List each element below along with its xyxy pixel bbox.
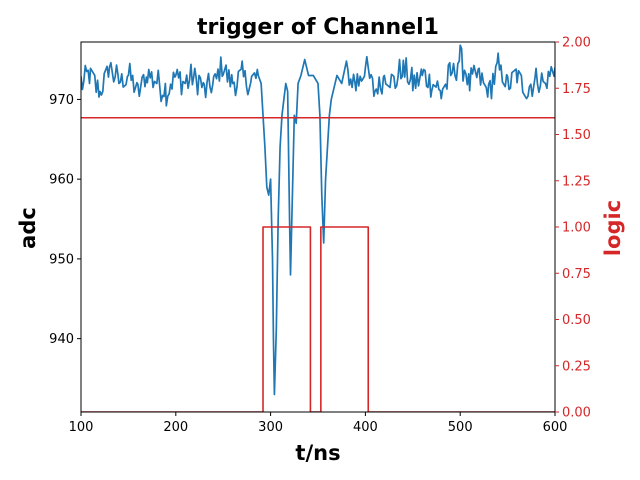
y-left-tick-label: 940: [49, 332, 74, 347]
x-tick-label: 500: [448, 420, 473, 435]
series-layer: [81, 44, 555, 412]
y-right-tick-label: 0.25: [562, 359, 591, 374]
chart-title: trigger of Channel1: [197, 15, 439, 40]
y-right-tick-label: 1.50: [562, 128, 591, 143]
y-right-tick-label: 2.00: [562, 36, 591, 51]
y-right-tick-label: 0.00: [562, 406, 591, 421]
x-tick-label: 400: [353, 420, 378, 435]
y-axis-left-label: adc: [16, 207, 40, 249]
y-axis-right: 0.00 0.25 0.50 0.75 1.00 1.25 1.50 1.75 2.00: [555, 36, 591, 421]
series-line-adc: [81, 44, 555, 396]
x-tick-label: 300: [258, 420, 283, 435]
y-axis-left: 940 950 960 970: [49, 93, 81, 347]
x-tick-label: 600: [543, 420, 568, 435]
x-axis: 100 200 300 400 500 600: [69, 412, 568, 435]
y-axis-right-label: logic: [601, 200, 625, 256]
y-right-tick-label: 1.00: [562, 221, 591, 236]
y-left-tick-label: 960: [49, 173, 74, 188]
y-left-tick-label: 970: [49, 93, 74, 108]
x-tick-label: 100: [69, 420, 94, 435]
plot-area: [80, 41, 556, 413]
x-axis-label: t/ns: [295, 441, 340, 465]
y-right-tick-label: 0.50: [562, 313, 591, 328]
y-left-tick-label: 950: [49, 252, 74, 267]
series-line-logic: [81, 226, 555, 412]
x-tick-label: 200: [163, 420, 188, 435]
y-right-tick-label: 1.25: [562, 174, 591, 189]
y-right-tick-label: 0.75: [562, 267, 591, 282]
y-right-tick-label: 1.75: [562, 82, 591, 97]
